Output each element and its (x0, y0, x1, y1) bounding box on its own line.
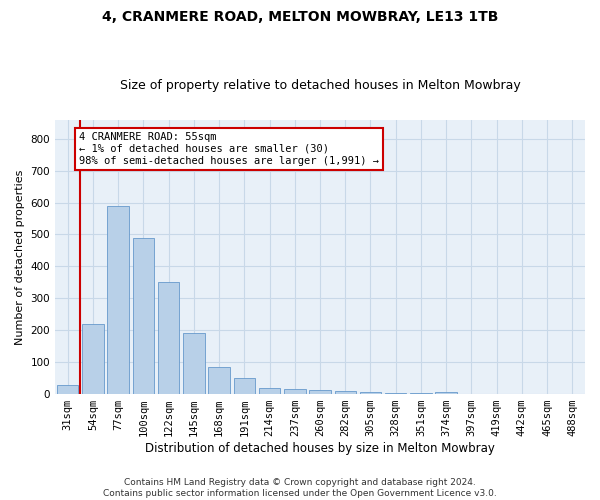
Bar (335, 391, 356, 394)
Bar (183, 334, 205, 394)
Title: Size of property relative to detached houses in Melton Mowbray: Size of property relative to detached ho… (119, 79, 520, 92)
Bar (82, 324, 104, 394)
Bar (133, 238, 154, 394)
Text: 4, CRANMERE ROAD, MELTON MOWBRAY, LE13 1TB: 4, CRANMERE ROAD, MELTON MOWBRAY, LE13 1… (102, 10, 498, 24)
Bar (385, 393, 406, 394)
Bar (259, 388, 280, 394)
Bar (436, 392, 457, 394)
Text: 4 CRANMERE ROAD: 55sqm
← 1% of detached houses are smaller (30)
98% of semi-deta: 4 CRANMERE ROAD: 55sqm ← 1% of detached … (79, 132, 379, 166)
Bar (158, 282, 179, 394)
Bar (284, 390, 305, 394)
Bar (309, 390, 331, 394)
X-axis label: Distribution of detached houses by size in Melton Mowbray: Distribution of detached houses by size … (145, 442, 495, 455)
Bar (360, 392, 381, 394)
Y-axis label: Number of detached properties: Number of detached properties (15, 169, 25, 344)
Bar (107, 206, 129, 394)
Bar (233, 378, 255, 394)
Text: Contains HM Land Registry data © Crown copyright and database right 2024.
Contai: Contains HM Land Registry data © Crown c… (103, 478, 497, 498)
Bar (57, 384, 79, 394)
Bar (208, 367, 230, 394)
Bar (410, 393, 431, 394)
